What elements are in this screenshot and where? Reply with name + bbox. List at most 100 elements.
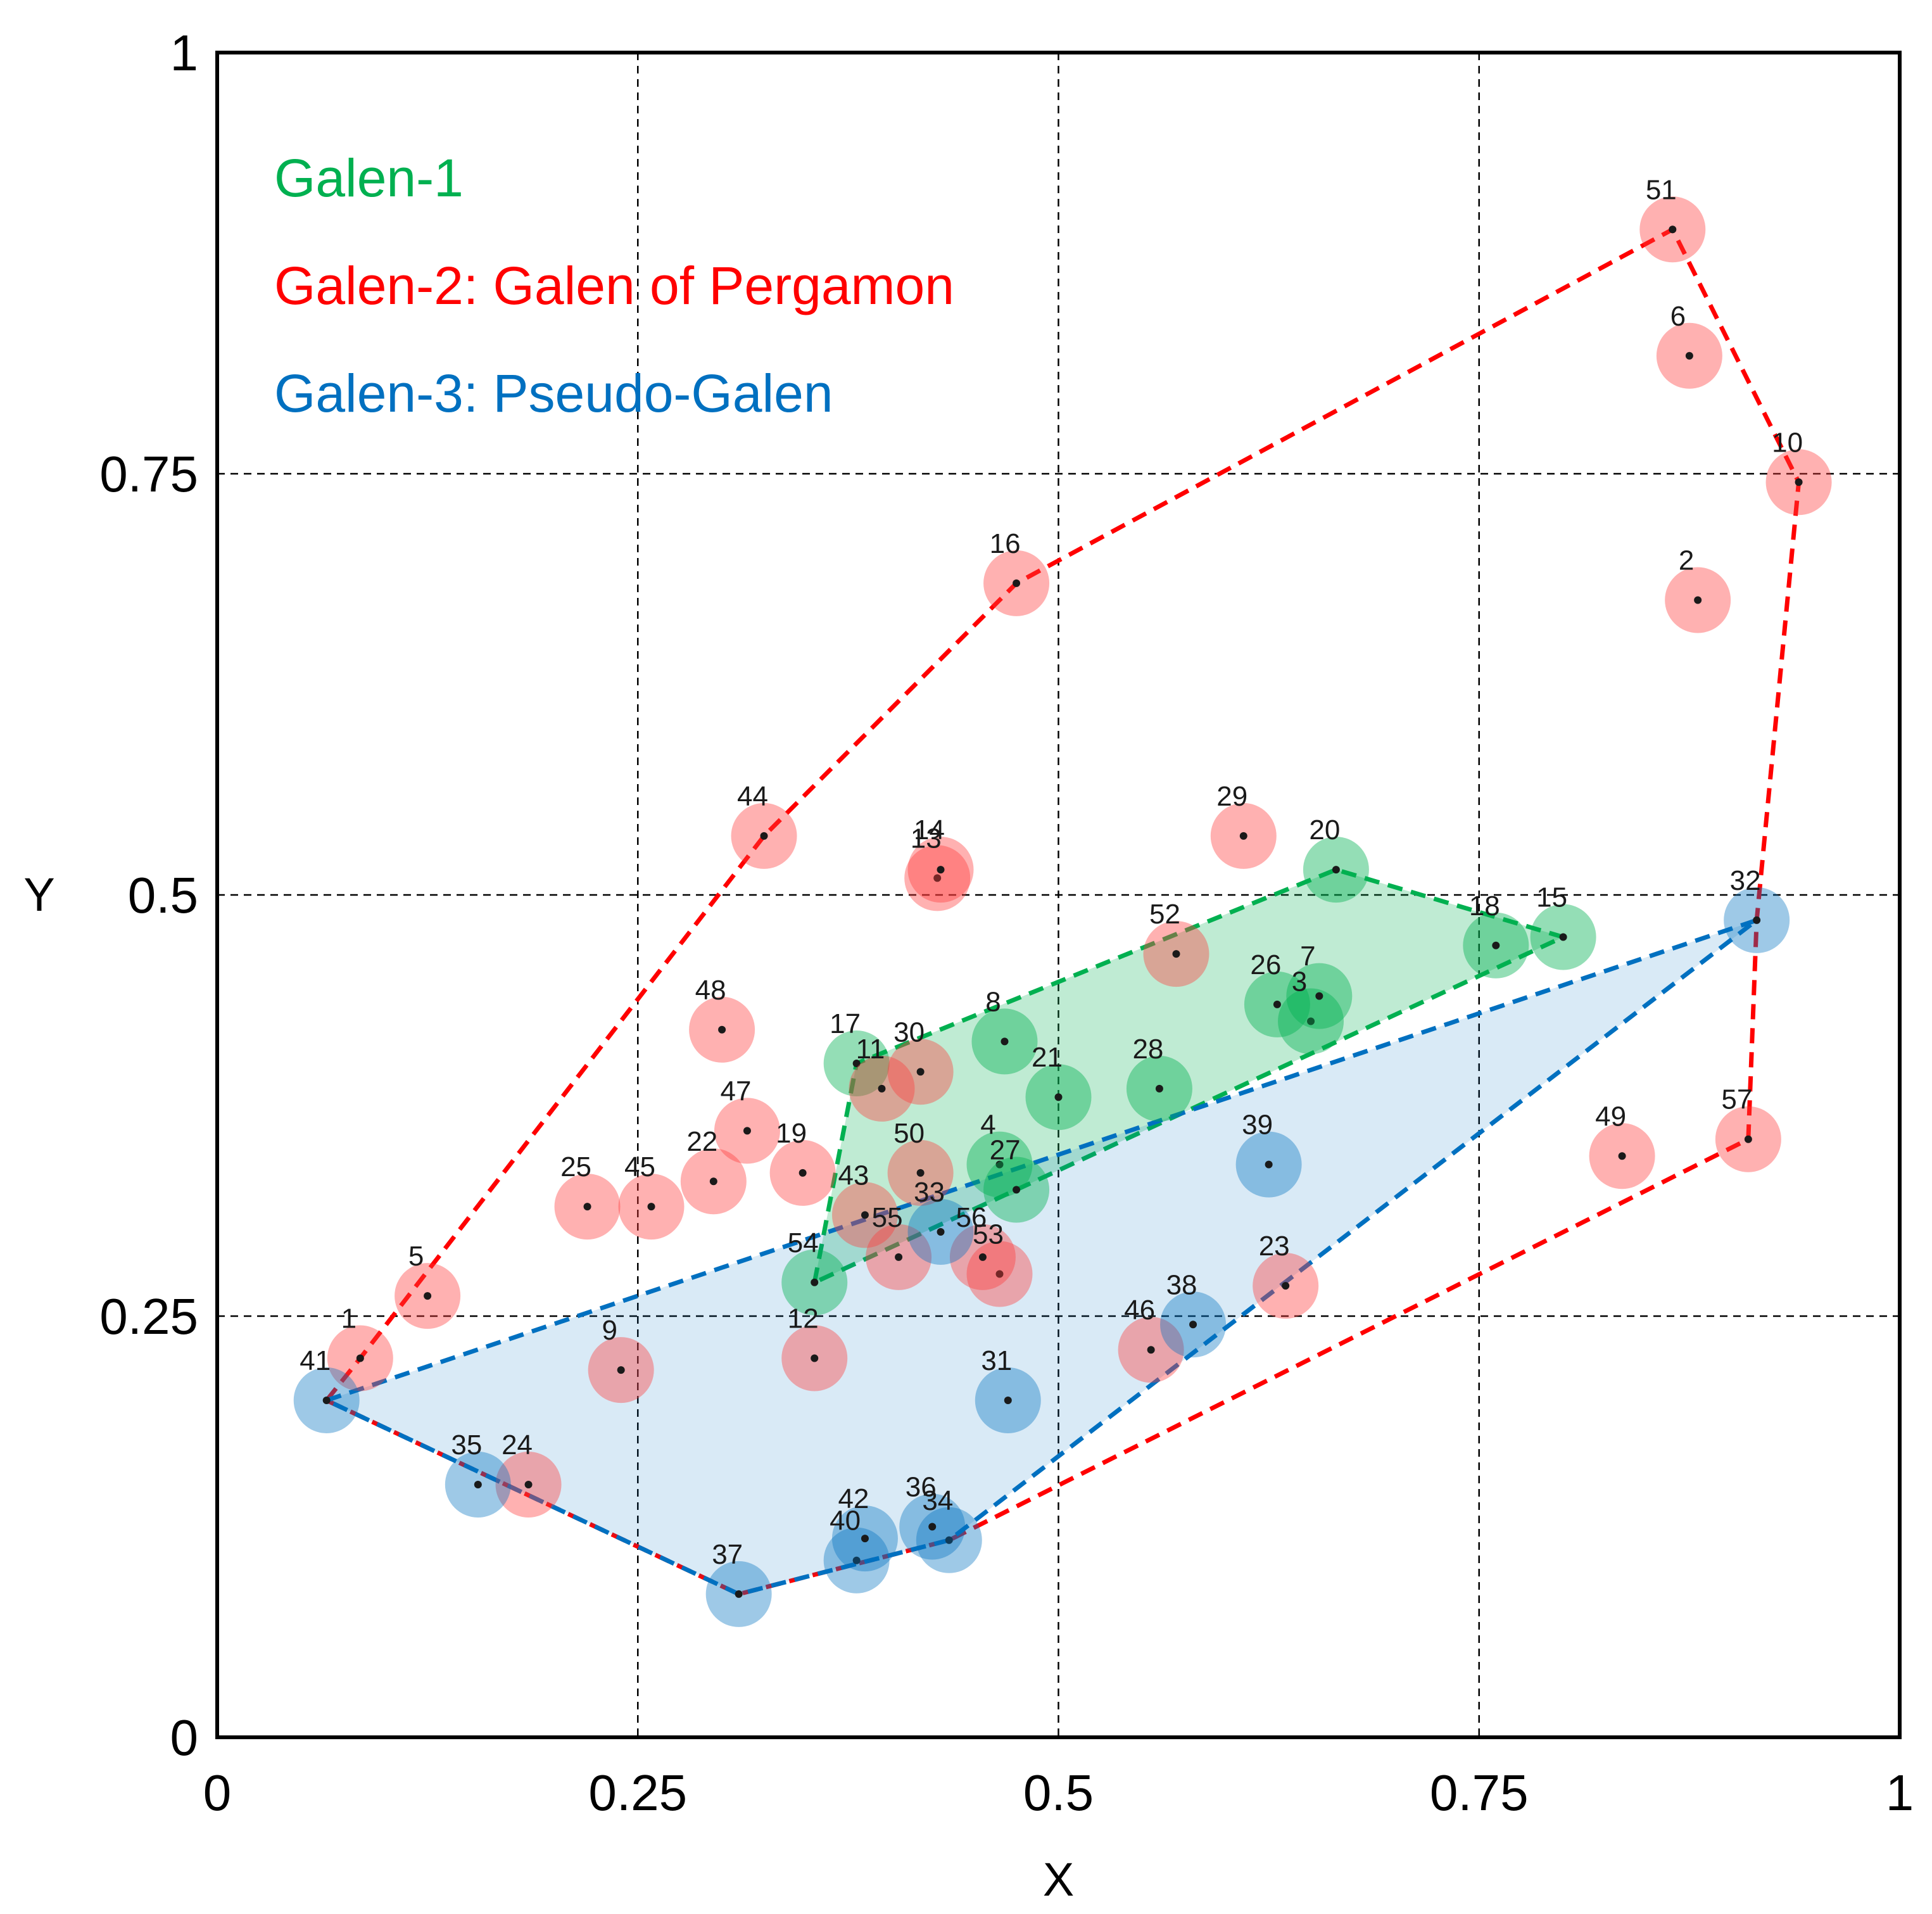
point-51 (1669, 225, 1677, 234)
point-53 (995, 1270, 1004, 1278)
point-23 (1282, 1282, 1290, 1290)
point-label-30: 30 (893, 1017, 925, 1048)
point-label-46: 46 (1124, 1295, 1155, 1326)
point-label-55: 55 (872, 1202, 903, 1233)
point-22 (709, 1177, 717, 1186)
point-labels: 3478151718202126272854125691011121314161… (300, 174, 1803, 1570)
point-label-22: 22 (686, 1126, 717, 1157)
point-44 (760, 832, 768, 840)
point-label-2: 2 (1679, 545, 1694, 576)
x-tick-label-3: 0.75 (1430, 1765, 1529, 1821)
legend-entry-0: Galen-1 (274, 148, 464, 208)
point-11 (878, 1084, 886, 1093)
point-label-44: 44 (737, 781, 768, 812)
point-label-15: 15 (1536, 882, 1567, 913)
point-17 (852, 1060, 861, 1067)
point-45 (647, 1203, 655, 1211)
point-8 (1001, 1037, 1009, 1046)
point-26 (1273, 1000, 1281, 1008)
point-6 (1685, 352, 1693, 360)
point-label-9: 9 (602, 1315, 617, 1346)
point-48 (718, 1025, 726, 1034)
point-57 (1744, 1135, 1752, 1143)
point-55 (895, 1253, 903, 1261)
point-label-17: 17 (830, 1008, 861, 1039)
point-label-6: 6 (1670, 301, 1686, 332)
point-29 (1239, 832, 1247, 840)
legend-entry-2: Galen-3: Pseudo-Galen (274, 364, 833, 423)
point-39 (1265, 1160, 1273, 1169)
x-tick-label-2: 0.5 (1023, 1765, 1094, 1821)
point-47 (743, 1127, 751, 1135)
point-34 (945, 1536, 953, 1544)
point-3 (1307, 1017, 1315, 1025)
tick-labels: 0 0.25 0.5 0.75 100.250.50.751 (99, 25, 1914, 1821)
y-tick-label-4: 1 (170, 25, 199, 81)
point-7 (1315, 992, 1323, 1000)
point-label-47: 47 (720, 1075, 751, 1106)
point-37 (735, 1590, 743, 1598)
point-label-24: 24 (502, 1429, 533, 1461)
y-axis-label: Y (23, 868, 54, 921)
point-label-48: 48 (695, 975, 726, 1006)
point-9 (617, 1366, 625, 1374)
point-label-38: 38 (1166, 1269, 1197, 1300)
point-label-43: 43 (838, 1160, 869, 1191)
point-13 (933, 874, 942, 882)
point-label-5: 5 (408, 1241, 424, 1272)
point-label-14: 14 (914, 814, 945, 846)
point-label-42: 42 (838, 1483, 869, 1514)
point-49 (1618, 1152, 1626, 1160)
point-16 (1013, 579, 1021, 587)
point-28 (1155, 1084, 1163, 1093)
point-56 (978, 1253, 987, 1261)
point-label-33: 33 (914, 1177, 945, 1208)
point-20 (1332, 866, 1340, 874)
point-52 (1172, 950, 1180, 958)
point-label-21: 21 (1032, 1042, 1063, 1073)
y-tick-label-2: 0.5 (128, 867, 198, 923)
point-label-3: 3 (1292, 967, 1307, 998)
point-label-31: 31 (981, 1345, 1012, 1376)
point-27 (1013, 1186, 1021, 1194)
y-tick-label-1: 0.25 (99, 1288, 198, 1345)
point-label-39: 39 (1242, 1110, 1273, 1141)
point-14 (937, 866, 945, 874)
point-42 (861, 1535, 869, 1543)
point-35 (474, 1481, 482, 1488)
point-5 (424, 1292, 432, 1300)
point-label-10: 10 (1772, 427, 1803, 458)
point-label-35: 35 (451, 1429, 482, 1461)
y-tick-label-3: 0.75 (99, 446, 198, 502)
point-36 (928, 1523, 937, 1531)
legend: Galen-1 Galen-2: Galen of Pergamon Galen-3… (274, 148, 954, 423)
point-label-51: 51 (1646, 174, 1677, 205)
point-label-34: 34 (922, 1485, 953, 1516)
data-points (293, 196, 1832, 1627)
point-31 (1004, 1397, 1012, 1404)
point-19 (799, 1169, 807, 1177)
x-axis-label: X (1043, 1853, 1074, 1906)
point-30 (916, 1068, 925, 1076)
point-label-49: 49 (1595, 1101, 1626, 1132)
hull-series-0 (812, 867, 1566, 1285)
point-label-1: 1 (341, 1303, 357, 1334)
point-18 (1492, 941, 1500, 949)
point-label-52: 52 (1149, 899, 1180, 930)
point-label-53: 53 (973, 1219, 1004, 1250)
point-label-8: 8 (985, 986, 1001, 1017)
point-label-36: 36 (906, 1472, 937, 1503)
point-4 (995, 1160, 1004, 1169)
point-41 (322, 1397, 331, 1404)
point-label-29: 29 (1216, 781, 1247, 812)
point-54 (811, 1278, 819, 1286)
point-label-11: 11 (856, 1034, 885, 1065)
point-label-20: 20 (1309, 814, 1340, 846)
point-label-57: 57 (1721, 1084, 1752, 1115)
point-38 (1189, 1321, 1197, 1329)
point-label-23: 23 (1259, 1231, 1290, 1262)
point-2 (1694, 596, 1702, 604)
point-25 (583, 1203, 591, 1211)
